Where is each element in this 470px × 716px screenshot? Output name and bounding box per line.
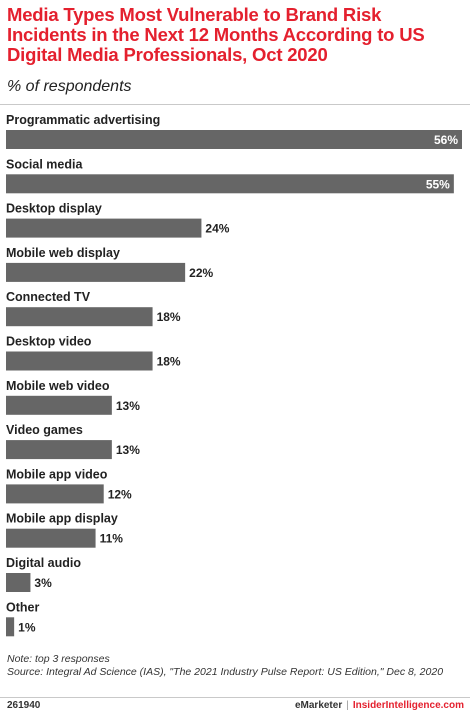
- bar: [6, 351, 153, 371]
- bar-row: Desktop display 24%: [6, 202, 230, 238]
- bar: [6, 307, 153, 327]
- emarketer-logo: eMarketer: [294, 700, 343, 711]
- bar-row: Social media 55%: [6, 157, 454, 194]
- category-label: Mobile web display: [6, 246, 120, 260]
- category-label: Connected TV: [6, 290, 91, 304]
- bar-row: Other 1%: [6, 600, 39, 637]
- bar-row: Programmatic advertising 56%: [6, 113, 462, 149]
- bottom-divider: [0, 697, 470, 698]
- bar: [6, 528, 96, 548]
- value-label: 12%: [108, 487, 132, 501]
- bar-row: Mobile app display 11%: [6, 512, 123, 548]
- value-label: 11%: [100, 532, 124, 546]
- value-label: 22%: [189, 266, 213, 280]
- bar-row: Video games 13%: [6, 423, 140, 460]
- category-label: Video games: [6, 423, 83, 437]
- category-label: Social media: [6, 157, 83, 171]
- brand-separator: |: [346, 700, 349, 711]
- value-label: 24%: [205, 222, 229, 236]
- source-text: Source: Integral Ad Science (IAS), "The …: [7, 665, 444, 678]
- value-label: 13%: [116, 399, 140, 413]
- value-label: 18%: [157, 355, 181, 369]
- bar-row: Connected TV 18%: [6, 290, 181, 327]
- footer-brand: eMarketer | InsiderIntelligence.com: [295, 700, 464, 711]
- bar-row: Mobile web display 22%: [6, 246, 213, 282]
- category-label: Desktop video: [6, 335, 92, 349]
- bar: [6, 440, 112, 460]
- chart-notes: Note: top 3 responses Source: Integral A…: [7, 653, 462, 678]
- category-label: Mobile app display: [6, 512, 118, 526]
- bar-row: Desktop video 18%: [6, 335, 181, 371]
- top-divider: [0, 104, 470, 105]
- note-text: Note: top 3 responses: [7, 653, 110, 665]
- category-label: Mobile app video: [6, 467, 108, 481]
- value-label: 55%: [426, 177, 450, 191]
- chart-title: Media Types Most Vulnerable to Brand Ris…: [7, 4, 425, 65]
- bar: [6, 218, 202, 238]
- bar-row: Digital audio 3%: [6, 556, 81, 592]
- value-label: 1%: [18, 620, 36, 634]
- bar-chart: Programmatic advertising 56% Social media 5…: [6, 113, 462, 637]
- bar: [6, 484, 104, 504]
- category-label: Digital audio: [6, 556, 81, 570]
- bar: [6, 573, 31, 592]
- bar: [6, 617, 15, 637]
- category-label: Desktop display: [6, 202, 102, 216]
- bar: [6, 395, 112, 415]
- chart-subtitle: % of respondents: [7, 78, 132, 95]
- bar: [6, 130, 462, 149]
- category-label: Mobile web video: [6, 379, 110, 393]
- bar: [6, 262, 186, 282]
- chart-id: 261940: [7, 700, 41, 711]
- insider-intelligence-logo: InsiderIntelligence.com: [352, 700, 464, 711]
- value-label: 56%: [434, 133, 458, 147]
- value-label: 18%: [157, 310, 181, 324]
- value-label: 13%: [116, 443, 140, 457]
- bar-row: Mobile web video 13%: [6, 379, 140, 415]
- value-label: 3%: [34, 576, 52, 590]
- category-label: Other: [6, 600, 39, 614]
- bar: [6, 174, 454, 194]
- category-label: Programmatic advertising: [6, 113, 160, 127]
